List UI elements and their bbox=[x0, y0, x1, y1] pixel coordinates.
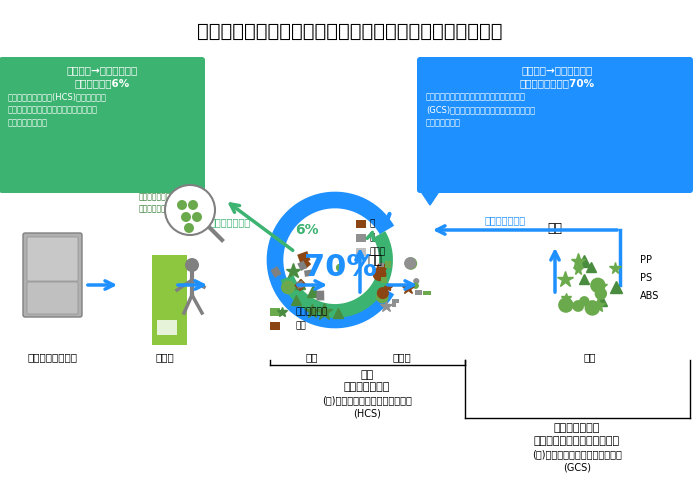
Circle shape bbox=[184, 223, 194, 233]
Text: 金属: 金属 bbox=[295, 322, 306, 330]
Circle shape bbox=[188, 200, 198, 210]
Bar bbox=[424, 291, 430, 295]
Circle shape bbox=[185, 258, 199, 272]
FancyBboxPatch shape bbox=[0, 57, 205, 193]
Circle shape bbox=[336, 264, 344, 272]
Circle shape bbox=[376, 291, 389, 304]
Text: 選別: 選別 bbox=[368, 254, 382, 266]
Text: PP: PP bbox=[640, 255, 652, 265]
FancyBboxPatch shape bbox=[23, 233, 82, 317]
Text: 再び家電製品へ: 再び家電製品へ bbox=[484, 215, 526, 225]
Bar bbox=[392, 299, 396, 307]
Circle shape bbox=[573, 300, 584, 312]
Bar bbox=[415, 290, 422, 295]
Bar bbox=[385, 262, 391, 268]
Text: これまで→プラスチック: これまで→プラスチック bbox=[66, 65, 138, 75]
Bar bbox=[356, 248, 366, 256]
Circle shape bbox=[181, 212, 191, 222]
FancyBboxPatch shape bbox=[152, 255, 187, 345]
Circle shape bbox=[372, 268, 386, 281]
Text: プラスチックリサイクル工場: プラスチックリサイクル工場 bbox=[534, 436, 620, 446]
FancyBboxPatch shape bbox=[27, 237, 78, 281]
Circle shape bbox=[579, 296, 589, 306]
Text: リサイクル率最大70%: リサイクル率最大70% bbox=[519, 78, 594, 88]
Bar bbox=[393, 299, 399, 303]
Text: 家電: 家電 bbox=[360, 370, 374, 380]
Text: (株)グリーンサイクルシステムズ: (株)グリーンサイクルシステムズ bbox=[532, 449, 622, 459]
Circle shape bbox=[413, 278, 419, 284]
Text: 除去: 除去 bbox=[547, 222, 563, 234]
Bar bbox=[270, 322, 280, 330]
Text: これから→プラスチック: これから→プラスチック bbox=[522, 65, 593, 75]
Circle shape bbox=[165, 185, 215, 235]
Text: 家電製品のプラスチックリサイクルのこれまでとこれから: 家電製品のプラスチックリサイクルのこれまでとこれから bbox=[197, 22, 503, 41]
Text: リサイクル率6%: リサイクル率6% bbox=[74, 78, 130, 88]
Circle shape bbox=[594, 288, 607, 300]
Text: (GCS): (GCS) bbox=[563, 462, 591, 472]
Text: 鉄: 鉄 bbox=[370, 220, 375, 228]
Text: (株)ハイパーサイクルシステムズ: (株)ハイパーサイクルシステムズ bbox=[322, 395, 412, 405]
Bar bbox=[302, 260, 312, 269]
Text: (HCS): (HCS) bbox=[353, 408, 381, 418]
Bar bbox=[298, 251, 311, 264]
Text: 70%: 70% bbox=[304, 254, 377, 282]
Text: アルミ: アルミ bbox=[370, 248, 386, 256]
Bar bbox=[296, 280, 304, 289]
Bar bbox=[304, 270, 312, 277]
Bar bbox=[270, 266, 281, 278]
Text: 選別: 選別 bbox=[584, 352, 596, 362]
Circle shape bbox=[584, 300, 600, 316]
Text: 銅: 銅 bbox=[370, 234, 375, 242]
FancyBboxPatch shape bbox=[27, 282, 78, 314]
Text: ABS: ABS bbox=[640, 291, 659, 301]
Circle shape bbox=[377, 287, 389, 299]
Circle shape bbox=[558, 298, 573, 313]
Bar bbox=[379, 262, 384, 267]
Text: 大規模・高純度: 大規模・高純度 bbox=[554, 423, 600, 433]
Text: 6%: 6% bbox=[295, 223, 318, 237]
Circle shape bbox=[177, 200, 187, 210]
Text: 再び家電製品へ: 再び家電製品へ bbox=[209, 217, 251, 227]
Bar bbox=[157, 320, 177, 335]
Bar bbox=[356, 234, 366, 242]
Text: 使用済み家電製品: 使用済み家電製品 bbox=[27, 352, 77, 362]
Text: PS: PS bbox=[640, 273, 652, 283]
Circle shape bbox=[281, 280, 295, 294]
Bar bbox=[316, 290, 324, 300]
FancyBboxPatch shape bbox=[417, 57, 693, 193]
Circle shape bbox=[404, 257, 416, 270]
Bar bbox=[298, 260, 307, 271]
Polygon shape bbox=[420, 190, 440, 205]
Bar bbox=[270, 308, 280, 316]
Circle shape bbox=[590, 278, 606, 293]
Polygon shape bbox=[170, 190, 200, 205]
Circle shape bbox=[405, 257, 417, 270]
Text: 手解体: 手解体 bbox=[155, 352, 174, 362]
Bar bbox=[356, 220, 366, 228]
Circle shape bbox=[412, 282, 419, 289]
Circle shape bbox=[377, 263, 386, 273]
Text: 大規模・高純度プラスチックリサイクル工場
(GCS)によって、再生されたプラスチックを
自社製品に利用: 大規模・高純度プラスチックリサイクル工場 (GCS)によって、再生されたプラスチ… bbox=[426, 92, 535, 128]
Bar bbox=[294, 278, 307, 291]
Text: 破砕: 破砕 bbox=[306, 352, 318, 362]
Bar bbox=[381, 277, 386, 283]
Text: リサイクル工場: リサイクル工場 bbox=[344, 382, 390, 392]
Text: 家電リサイクル工場(HCS)で、手解体で
回収された単一素材のプラスチックだけ
を自社製品に利用: 家電リサイクル工場(HCS)で、手解体で 回収された単一素材のプラスチックだけ … bbox=[8, 92, 107, 128]
Text: 微破砕: 微破砕 bbox=[393, 352, 412, 362]
Text: 取り出しやすい
単一素材の製品: 取り出しやすい 単一素材の製品 bbox=[139, 192, 172, 214]
Text: プラスチック: プラスチック bbox=[295, 308, 328, 316]
Circle shape bbox=[192, 212, 202, 222]
